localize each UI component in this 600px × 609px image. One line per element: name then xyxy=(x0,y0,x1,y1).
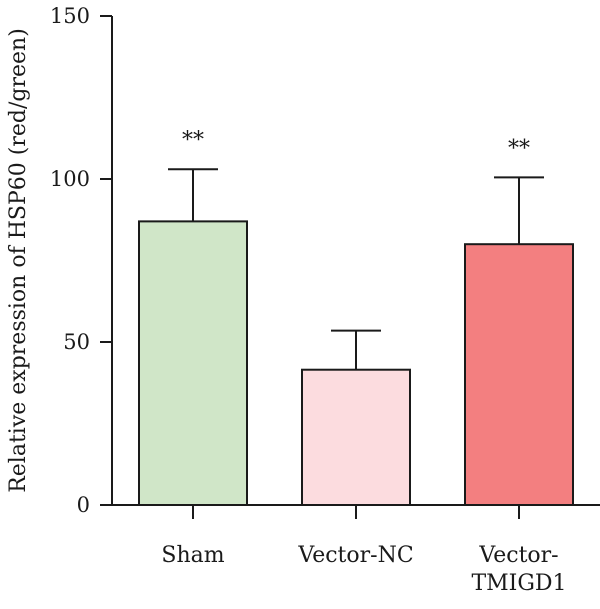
bar xyxy=(138,220,248,506)
bars xyxy=(138,220,574,506)
y-tick-label: 100 xyxy=(50,167,90,191)
y-tick-label: 0 xyxy=(77,493,90,517)
y-axis-title: Relative expression of HSP60 (red/green) xyxy=(6,28,31,493)
significance-label: ** xyxy=(182,128,204,153)
x-category-label: Sham xyxy=(161,543,224,568)
error-bars xyxy=(168,168,544,370)
x-category-label: TMIGD1 xyxy=(471,571,566,596)
x-category-label: Vector-NC xyxy=(297,543,413,568)
x-category-labels: Sham Vector-NC Vector- TMIGD1 xyxy=(161,543,566,596)
x-ticks xyxy=(192,505,520,519)
y-ticks: 0 50 100 150 xyxy=(50,4,112,517)
bar xyxy=(301,368,411,506)
significance-label: ** xyxy=(508,136,530,161)
y-axis-title-group: Relative expression of HSP60 (red/green) xyxy=(6,28,31,493)
bar xyxy=(464,243,574,506)
x-category-label: Vector- xyxy=(478,543,558,568)
significance-markers: ** ** xyxy=(182,128,530,161)
y-tick-label: 50 xyxy=(63,330,90,354)
y-tick-label: 150 xyxy=(50,4,90,28)
